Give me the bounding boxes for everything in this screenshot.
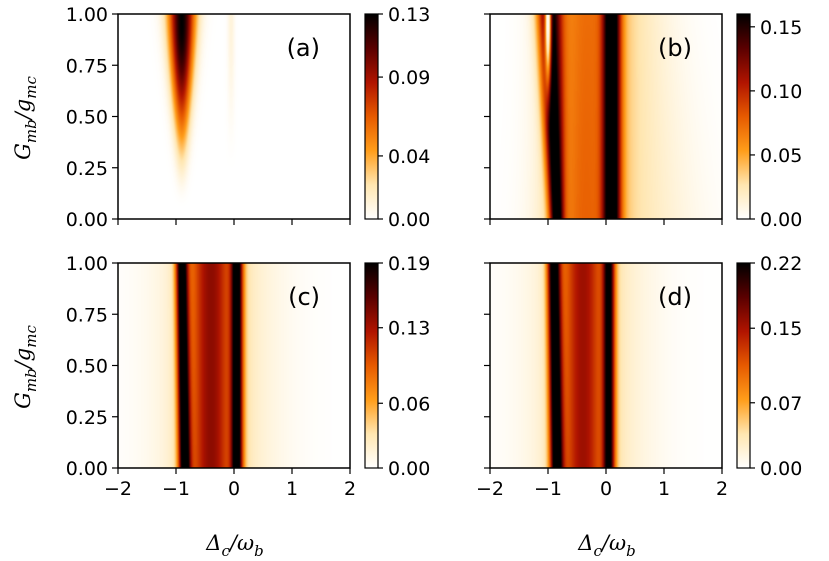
- x-tick-label: −1: [534, 478, 562, 500]
- x-tick-label: −1: [162, 478, 190, 500]
- heatmap-image: [490, 14, 722, 219]
- colorbar: [737, 14, 750, 219]
- x-tick-label: 1: [286, 478, 298, 500]
- y-tick-label: 1.00: [66, 4, 108, 26]
- y-tick-label: 0.50: [66, 107, 108, 129]
- colorbar-tick-label: 0.00: [388, 458, 430, 480]
- x-axis-label-right: Δc/ωb: [577, 531, 635, 560]
- heatmap-image: [118, 263, 350, 468]
- colorbar-tick-label: 0.15: [760, 17, 802, 39]
- x-tick-label: 2: [716, 478, 728, 500]
- colorbar-tick-label: 0.13: [388, 318, 430, 340]
- x-axis-label-left: Δc/ωb: [205, 531, 263, 560]
- colorbar-tick-label: 0.09: [388, 67, 430, 89]
- x-tick-label: 1: [658, 478, 670, 500]
- colorbar-tick-label: 0.00: [760, 209, 802, 231]
- colorbar-frame: [736, 262, 751, 469]
- colorbar: [365, 14, 378, 219]
- colorbar-tick-label: 0.05: [760, 145, 802, 167]
- colorbar-tick-label: 0.04: [388, 146, 430, 168]
- colorbar-tick-label: 0.19: [388, 253, 430, 275]
- y-tick-label: 0.75: [66, 55, 108, 77]
- panel-a: 0.00 0.25 0.50 0.75 1.00 (a) 0.00 0.04 0.09 0.13: [66, 4, 431, 231]
- colorbar-frame: [364, 13, 379, 220]
- y-axis-label-bottom: Gmb/gmc: [11, 325, 40, 409]
- colorbar-tick-label: 0.22: [760, 253, 802, 275]
- x-tick-label: 0: [600, 478, 612, 500]
- heatmap-image: [118, 14, 350, 219]
- panel-d: −2 −1 0 1 2 (d) 0.00 0.07 0.15 0.22: [476, 253, 802, 500]
- svg-text:Gmb/gmc: Gmb/gmc: [11, 325, 40, 409]
- colorbar: [365, 263, 378, 468]
- panels: 0.00 0.25 0.50 0.75 1.00 (a) 0.00 0.04 0.09 0.13 (…: [66, 4, 803, 500]
- x-tick-label: −2: [104, 478, 132, 500]
- y-tick-label: 0.75: [66, 304, 108, 326]
- colorbar-tick-label: 0.15: [760, 318, 802, 340]
- x-tick-label: 2: [344, 478, 356, 500]
- colorbar-frame: [364, 262, 379, 469]
- y-tick-label: 0.00: [66, 209, 108, 231]
- y-tick-label: 0.00: [66, 458, 108, 480]
- colorbar: [737, 263, 750, 468]
- colorbar-tick-label: 0.07: [760, 393, 802, 415]
- svg-text:Gmb/gmc: Gmb/gmc: [11, 76, 40, 160]
- colorbar-frame: [736, 13, 751, 220]
- y-tick-label: 1.00: [66, 253, 108, 275]
- colorbar-tick-label: 0.06: [388, 393, 430, 415]
- colorbar-tick-label: 0.00: [760, 458, 802, 480]
- colorbar-tick-label: 0.13: [388, 4, 430, 26]
- y-tick-label: 0.50: [66, 356, 108, 378]
- y-tick-label: 0.25: [66, 158, 108, 180]
- panel-b: (b) 0.00 0.05 0.10 0.15: [484, 13, 802, 231]
- panel-label: (d): [658, 283, 692, 311]
- heatmap-image: [490, 263, 722, 468]
- panel-c: 0.00 0.25 0.50 0.75 1.00 −2 −1 0 1 2 (c) 0.00 0.06 0.…: [66, 253, 431, 500]
- colorbar-tick-label: 0.10: [760, 81, 802, 103]
- y-tick-label: 0.25: [66, 407, 108, 429]
- panel-label: (c): [288, 283, 320, 311]
- panel-label: (a): [287, 34, 320, 62]
- colorbar-tick-label: 0.00: [388, 209, 430, 231]
- panel-label: (b): [658, 34, 692, 62]
- x-tick-label: 0: [228, 478, 240, 500]
- x-tick-label: −2: [476, 478, 504, 500]
- y-axis-label-top: Gmb/gmc: [11, 76, 40, 160]
